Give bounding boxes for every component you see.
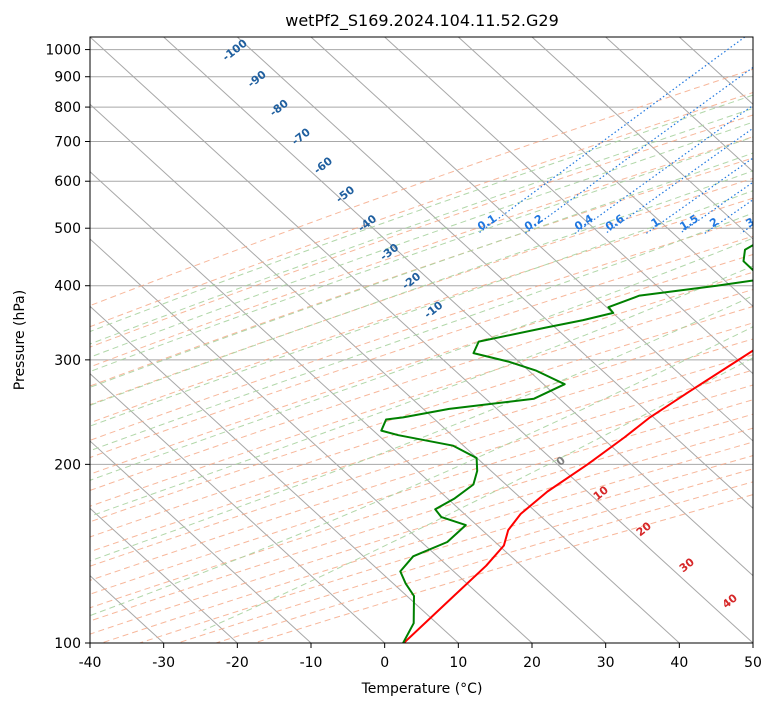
dry-adiabat-line [90,114,753,348]
y-tick-label: 600 [54,174,81,190]
mixing-ratio-line [524,66,753,234]
isotherm-line [90,170,607,643]
isotherm-line [90,507,238,643]
y-tick-label: 300 [54,353,81,369]
isotherm-line [163,37,753,577]
isotherm-line [531,37,753,240]
moist-adiabat-line [90,94,753,333]
moist-adiabat-line [90,212,753,452]
mixing-ratio-line [477,37,746,234]
adiabat-label: -70 [289,125,313,148]
y-axis-label: Pressure (hPa) [12,290,28,390]
isotherm-line [384,37,753,375]
x-tick-label: -40 [79,655,102,671]
adiabat-label: 40 [720,591,740,611]
mixing-ratio-label: 1.5 [677,212,700,233]
isotherm-line [310,37,753,442]
x-tick-label: 50 [744,655,762,671]
isotherm-line [90,238,533,643]
dry-adiabat-line [90,427,753,635]
temperature-profile-line [403,349,753,643]
isotherm-line [90,440,312,643]
dry-adiabat-line [90,91,753,328]
y-tick-label: 200 [54,457,81,473]
isotherm-line [90,103,680,643]
moist-adiabat-line [90,136,753,373]
adiabat-label: -80 [267,97,291,120]
mixing-ratio-line [767,37,775,233]
isotherm-line [605,37,753,173]
plot-frame [89,36,754,644]
dry-adiabats [90,68,753,643]
y-tick-label: 900 [54,70,81,86]
x-tick-label: 20 [523,655,541,671]
x-tick-label: 0 [380,655,389,671]
x-tick-label: 30 [597,655,615,671]
profile-lines [380,243,753,643]
x-axis-label: Temperature (°C) [361,681,483,697]
mixing-ratio-label: 0.1 [475,212,498,233]
mixing-ratio-line [679,181,753,234]
moist-adiabat-line [90,170,753,406]
dry-adiabat-line [90,322,753,538]
x-tick-label: 40 [670,655,688,671]
x-axis-ticks: -40 -30 -20 -10 0 10 20 30 40 50 [79,643,762,671]
dry-adiabat-line [90,271,753,491]
y-tick-label: 400 [54,279,81,295]
isotherm-line [457,37,753,308]
x-tick-label: -20 [226,655,249,671]
isotherm-line [90,372,386,643]
isobar-gridlines [90,49,753,643]
x-tick-label: -10 [300,655,323,671]
isotherm-line [236,37,753,510]
adiabat-label: -100 [220,36,250,63]
mixing-ratio-lines [477,37,775,234]
mixing-ratio-label: 4 [770,215,775,230]
moist-adiabat-line [90,107,753,345]
moist-adiabat-line [203,357,753,631]
isotherm-line [90,305,459,643]
adiabat-label: -90 [245,68,269,91]
plot-area: 0.10.20.40.611.52346810131620253036-100-… [90,36,775,643]
dry-adiabat-line [177,468,753,643]
isotherm-gridlines [90,37,753,643]
chart-title: wetPf2_S169.2024.104.11.52.G29 [285,11,559,31]
adiabat-label: -20 [400,270,424,293]
y-tick-label: 500 [54,221,81,237]
moist-adiabat-line [90,190,753,427]
dry-adiabat-line [254,494,753,643]
mixing-ratio-label: 0.6 [603,212,627,234]
dry-adiabat-line [139,455,753,643]
y-tick-label: 700 [54,134,81,150]
mixing-ratio-label: 3 [744,215,757,230]
x-tick-label: -30 [152,655,175,671]
adiabat-label: 20 [634,519,654,539]
dry-adiabat-line [90,177,753,406]
moist-adiabat-line [90,326,753,617]
isotherm-line [752,37,753,38]
adiabat-label: 10 [591,483,611,503]
adiabat-label: -50 [333,183,357,206]
adiabat-label: 30 [677,555,697,575]
moist-adiabat-line [90,295,753,562]
dry-adiabat-line [90,354,753,567]
dry-adiabat-line [90,68,753,307]
moist-adiabats [90,94,753,631]
mixing-ratio-line [574,104,753,234]
y-tick-label: 1000 [45,43,81,59]
dewpoint-profile-line [380,243,753,643]
mixing-ratio-line [740,224,753,234]
dry-adiabat-line [90,305,753,523]
dry-adiabat-line [90,384,753,595]
dry-adiabat-line [90,216,753,441]
dry-adiabat-line [101,441,753,643]
adiabat-label: -60 [311,154,335,177]
isotherm-line [90,37,753,643]
y-tick-label: 800 [54,100,81,116]
y-axis-ticks: 100 200 300 400 500 600 700 800 900 1000 [45,43,90,652]
x-tick-label: 10 [449,655,467,671]
y-tick-label: 100 [54,636,81,652]
